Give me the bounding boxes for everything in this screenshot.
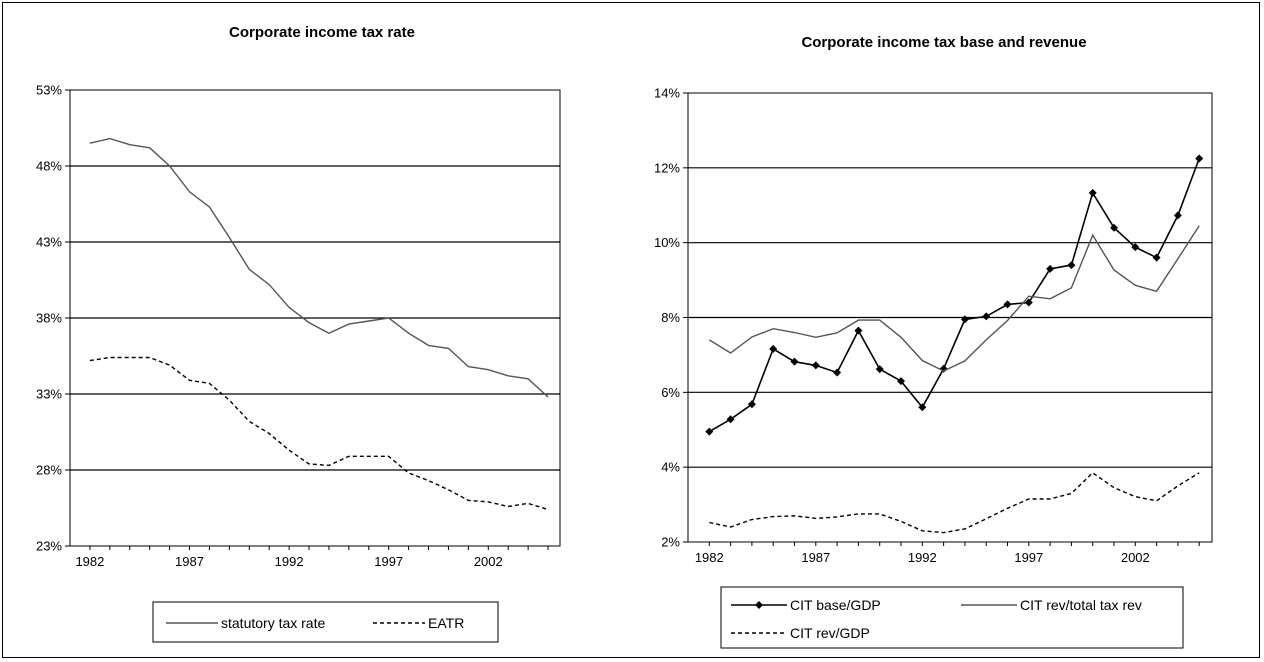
y-tick-label: 8% [661, 310, 680, 325]
data-point [1024, 298, 1033, 307]
data-point [918, 403, 927, 412]
data-point [1152, 253, 1161, 262]
x-tick-label: 1982 [75, 554, 104, 569]
y-tick-label: 12% [654, 160, 680, 175]
chart-panel-1: Corporate income tax rate 23% 28% 33% 38% 43%… [36, 24, 561, 643]
y-tick-label: 43% [36, 235, 62, 250]
data-point [1088, 188, 1097, 197]
y-tick-label: 48% [36, 159, 62, 174]
data-point [897, 377, 906, 386]
series-line-1 [89, 137, 549, 398]
data-point [833, 368, 842, 377]
data-point [790, 357, 799, 366]
data-point [875, 365, 884, 374]
series-line-2 [708, 225, 1200, 372]
y-tick-label: 23% [36, 539, 62, 554]
legend-label: EATR [428, 615, 464, 631]
chart-title: Corporate income tax rate [229, 24, 415, 41]
y-tick-label: 28% [36, 463, 62, 478]
data-point [1067, 261, 1076, 270]
data-point [726, 415, 735, 424]
y-tick-label: 4% [661, 460, 680, 475]
data-point [854, 326, 863, 335]
series-line-3 [709, 471, 1200, 534]
data-point [1003, 300, 1012, 309]
y-tick-label: 53% [36, 83, 62, 98]
data-point [747, 400, 756, 409]
data-point [982, 312, 991, 321]
data-point [1046, 264, 1055, 273]
data-point [1173, 211, 1182, 220]
legend-label: CIT rev/GDP [790, 625, 870, 641]
y-tick-label: 6% [661, 385, 680, 400]
data-point [1110, 223, 1119, 232]
legend-label: CIT base/GDP [790, 597, 881, 613]
x-tick-label: 1997 [1014, 550, 1043, 565]
y-tick-label: 33% [36, 387, 62, 402]
y-tick-label: 38% [36, 311, 62, 326]
chart-panel-2: Corporate income tax base and revenue 2% 4… [654, 34, 1213, 649]
y-tick-label: 2% [661, 535, 680, 550]
legend-marker [755, 601, 763, 609]
data-point [769, 344, 778, 353]
data-point [1131, 243, 1140, 252]
x-tick-label: 1987 [175, 554, 204, 569]
x-tick-label: 1997 [374, 554, 403, 569]
x-tick-label: 1987 [801, 550, 830, 565]
legend-label: CIT rev/total tax rev [1020, 597, 1142, 613]
y-tick-label: 10% [654, 235, 680, 250]
data-point [1195, 154, 1204, 163]
x-tick-label: 2002 [1121, 550, 1150, 565]
legend-box [720, 586, 1184, 649]
data-point [705, 427, 714, 436]
x-tick-label: 2002 [474, 554, 503, 569]
y-tick-label: 14% [654, 86, 680, 101]
x-tick-label: 1992 [908, 550, 937, 565]
series-line-1 [708, 158, 1200, 433]
x-tick-label: 1982 [695, 550, 724, 565]
legend-box [152, 601, 499, 643]
chart-title: Corporate income tax base and revenue [801, 34, 1086, 51]
x-tick-label: 1992 [275, 554, 304, 569]
series-line-2 [89, 356, 549, 511]
legend-label: statutory tax rate [221, 615, 325, 631]
data-point [811, 361, 820, 370]
data-point [960, 315, 969, 324]
